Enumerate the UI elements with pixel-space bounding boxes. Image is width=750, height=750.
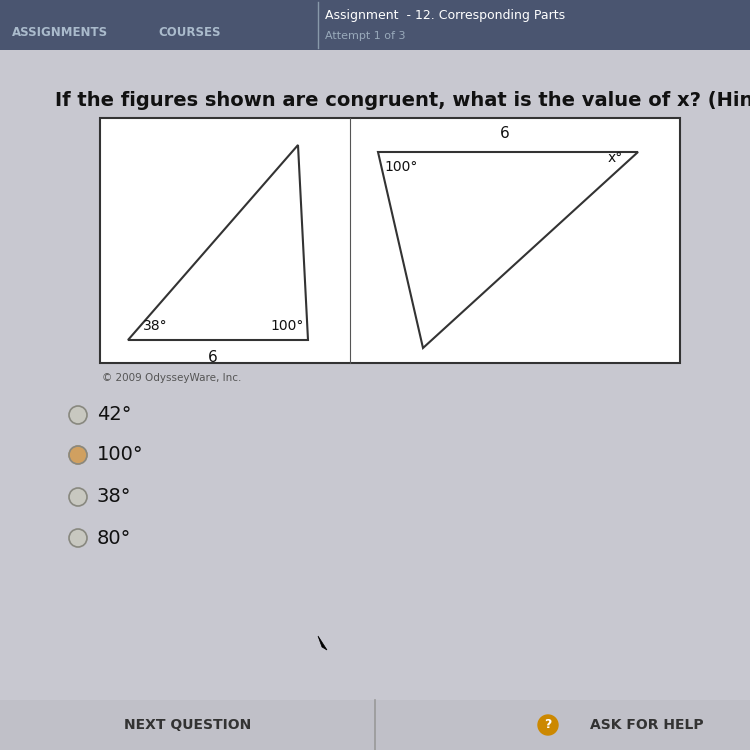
Text: 100°: 100° bbox=[97, 446, 144, 464]
Text: ASK FOR HELP: ASK FOR HELP bbox=[590, 718, 703, 732]
Text: If the figures shown are congruent, what is the value of x? (Hint: T: If the figures shown are congruent, what… bbox=[55, 91, 750, 110]
Text: 42°: 42° bbox=[97, 406, 131, 424]
Circle shape bbox=[69, 406, 87, 424]
Text: Attempt 1 of 3: Attempt 1 of 3 bbox=[325, 31, 406, 41]
Text: 6: 6 bbox=[208, 350, 218, 365]
Text: 80°: 80° bbox=[97, 529, 131, 548]
Circle shape bbox=[69, 488, 87, 506]
Polygon shape bbox=[318, 636, 327, 650]
Bar bbox=[0, 700, 750, 750]
Text: © 2009 OdysseyWare, Inc.: © 2009 OdysseyWare, Inc. bbox=[102, 373, 242, 383]
Text: NEXT QUESTION: NEXT QUESTION bbox=[124, 718, 251, 732]
Text: 100°: 100° bbox=[384, 160, 417, 174]
Text: Assignment  - 12. Corresponding Parts: Assignment - 12. Corresponding Parts bbox=[325, 10, 566, 22]
Bar bbox=[100, 118, 680, 363]
Text: COURSES: COURSES bbox=[159, 26, 221, 38]
Circle shape bbox=[538, 715, 558, 735]
Text: ASSIGNMENTS: ASSIGNMENTS bbox=[12, 26, 108, 38]
Text: ?: ? bbox=[544, 718, 552, 731]
Bar bbox=[0, 0, 750, 50]
Circle shape bbox=[69, 529, 87, 547]
Circle shape bbox=[69, 446, 87, 464]
Text: 100°: 100° bbox=[270, 319, 303, 333]
Text: x°: x° bbox=[608, 151, 623, 165]
Text: 38°: 38° bbox=[97, 488, 131, 506]
Text: 6: 6 bbox=[500, 125, 510, 140]
Text: 38°: 38° bbox=[143, 319, 168, 333]
